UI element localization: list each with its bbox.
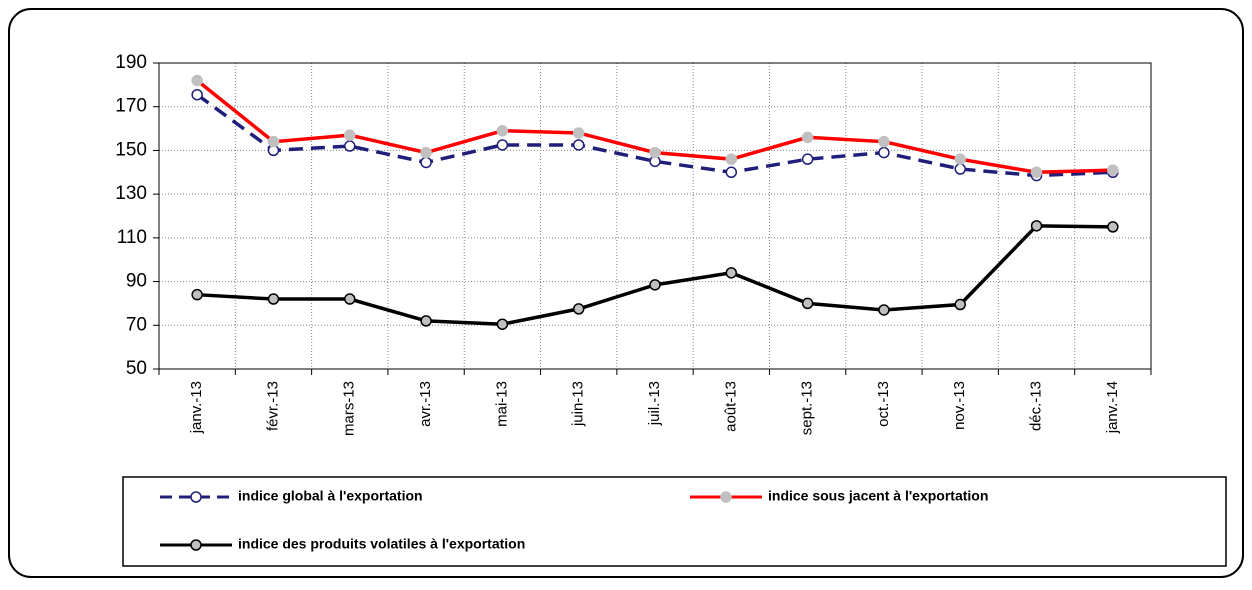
y-tick-label: 50 bbox=[126, 358, 147, 379]
x-tick-label: nov.-13 bbox=[951, 381, 968, 430]
marker bbox=[801, 153, 814, 165]
marker bbox=[1107, 221, 1119, 233]
marker bbox=[649, 279, 661, 291]
marker bbox=[191, 74, 203, 87]
marker bbox=[878, 135, 890, 148]
marker bbox=[420, 146, 432, 159]
marker bbox=[878, 304, 890, 316]
plot-area: 50 70 90 110 130 150 170 190 janv.-13 févr.-13 mar… bbox=[115, 52, 1152, 436]
x-tick-label: oct.-13 bbox=[875, 381, 892, 427]
marker bbox=[878, 146, 890, 159]
marker bbox=[420, 315, 432, 327]
legend-box bbox=[122, 476, 1227, 567]
x-tick-label: mars-13 bbox=[341, 381, 358, 436]
x-tick-label: déc.-13 bbox=[1028, 381, 1045, 431]
marker bbox=[725, 153, 738, 165]
y-tick-label: 110 bbox=[117, 227, 147, 248]
x-tick-label: juil.-13 bbox=[646, 381, 663, 426]
marker bbox=[267, 135, 280, 148]
legend-label: indice global à l'exportation bbox=[238, 488, 423, 504]
marker bbox=[649, 146, 661, 159]
marker bbox=[1030, 166, 1043, 179]
marker bbox=[344, 293, 356, 305]
plot-border bbox=[158, 62, 1152, 370]
marker bbox=[572, 127, 585, 139]
x-tick-label: mai-13 bbox=[493, 381, 510, 427]
legend-label: indice sous jacent à l'exportation bbox=[768, 488, 988, 504]
legend-marker bbox=[190, 491, 202, 503]
marker bbox=[954, 153, 966, 165]
plot-background bbox=[159, 63, 1151, 369]
x-tick-label: avr.-13 bbox=[417, 381, 434, 427]
marker bbox=[572, 303, 585, 315]
marker bbox=[496, 318, 509, 330]
y-tick-label: 130 bbox=[115, 183, 147, 204]
x-tick-label: janv.-13 bbox=[188, 381, 205, 434]
y-tick-label: 170 bbox=[115, 96, 147, 117]
marker bbox=[191, 288, 203, 301]
marker bbox=[725, 166, 738, 179]
marker bbox=[344, 129, 356, 141]
x-tick-label: sept.-13 bbox=[799, 381, 816, 435]
marker bbox=[267, 293, 280, 305]
marker bbox=[1107, 164, 1119, 176]
y-tick-label: 70 bbox=[126, 314, 147, 335]
y-tick-label: 150 bbox=[115, 139, 147, 160]
marker bbox=[420, 156, 432, 169]
x-tick-label: août-13 bbox=[722, 381, 739, 432]
y-tick-label: 90 bbox=[126, 271, 147, 292]
marker bbox=[496, 139, 509, 151]
marker bbox=[191, 88, 203, 101]
marker bbox=[801, 131, 814, 144]
marker bbox=[725, 267, 738, 279]
marker bbox=[1030, 220, 1043, 232]
legend-marker bbox=[720, 491, 732, 503]
legend-label: indice des produits volatiles à l'export… bbox=[238, 536, 525, 552]
marker bbox=[344, 140, 356, 152]
marker bbox=[801, 297, 814, 310]
x-tick-label: janv.-14 bbox=[1104, 381, 1121, 434]
y-tick-label: 190 bbox=[115, 52, 147, 73]
marker bbox=[496, 125, 509, 137]
marker bbox=[572, 139, 585, 151]
marker bbox=[954, 163, 966, 175]
x-tick-label: juin-13 bbox=[570, 381, 587, 427]
legend-marker bbox=[190, 539, 202, 551]
marker bbox=[954, 298, 966, 311]
x-tick-label: févr.-13 bbox=[264, 381, 281, 431]
